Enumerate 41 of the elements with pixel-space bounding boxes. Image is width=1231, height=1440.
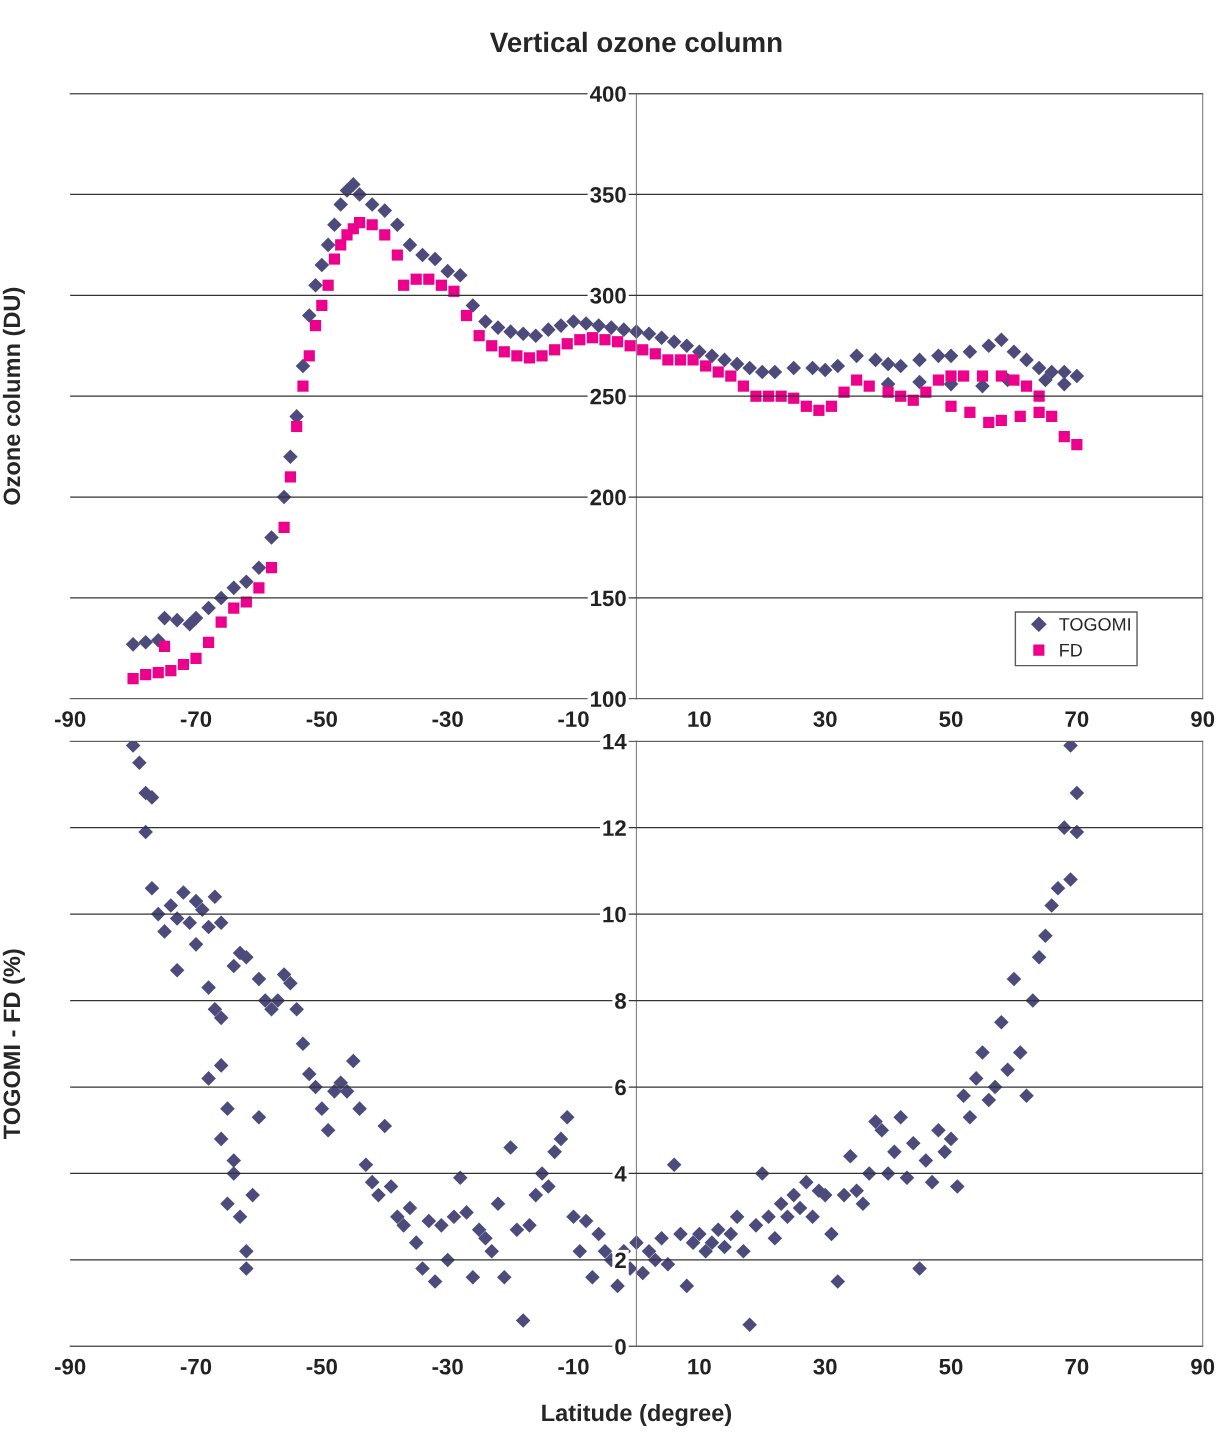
legend-label: TOGOMI	[1059, 617, 1130, 631]
x-tick-label: -90	[54, 711, 86, 727]
y-tick-label: 2	[615, 1252, 626, 1268]
x-tick-label: 90	[1191, 1358, 1215, 1375]
y-tick-label: 14	[603, 733, 627, 750]
legend-label: FD	[1060, 644, 1082, 657]
x-tick-label: -30	[432, 1358, 463, 1375]
x-tick-label: -50	[306, 711, 337, 727]
y-tick-label: 0	[615, 1338, 626, 1355]
y-axis-title: Ozone column (DU)	[2, 287, 25, 505]
x-tick-label: -30	[432, 711, 463, 727]
x-tick-label: 70	[1065, 711, 1089, 727]
chart-title: Vertical ozone column	[489, 31, 782, 53]
x-tick-label: -70	[180, 1358, 212, 1375]
y-tick-label: 150	[591, 590, 626, 607]
y-tick-label: 250	[590, 388, 626, 405]
x-tick-label: -10	[558, 711, 589, 727]
x-tick-label: -90	[54, 1358, 86, 1375]
x-tick-label: 30	[813, 1358, 837, 1375]
y-tick-label: 200	[590, 489, 626, 506]
x-tick-label: 90	[1191, 711, 1215, 727]
x-tick-label: 30	[813, 711, 837, 727]
y-tick-label: 100	[591, 691, 626, 708]
y-tick-label: 300	[590, 287, 626, 304]
x-tick-label: 70	[1065, 1358, 1089, 1375]
y-tick-label: 4	[614, 1166, 627, 1182]
x-tick-label: 50	[939, 711, 963, 727]
y-tick-label: 400	[589, 86, 626, 102]
x-tick-label: -70	[180, 711, 212, 727]
y-tick-label: 8	[615, 993, 627, 1009]
x-tick-label: 10	[688, 1358, 711, 1375]
x-tick-label: 50	[939, 1358, 963, 1375]
y-axis-title: TOGOMI - FD (%)	[2, 949, 25, 1140]
x-tick-label: -10	[558, 1358, 589, 1375]
y-tick-label: 6	[615, 1079, 626, 1096]
x-tick-label: -50	[306, 1358, 337, 1375]
x-tick-label: 10	[688, 711, 711, 727]
y-tick-label: 12	[603, 820, 626, 836]
y-tick-label: 350	[590, 187, 626, 203]
x-axis-title: Latitude (degree)	[542, 1403, 732, 1427]
y-tick-label: 10	[603, 906, 626, 923]
